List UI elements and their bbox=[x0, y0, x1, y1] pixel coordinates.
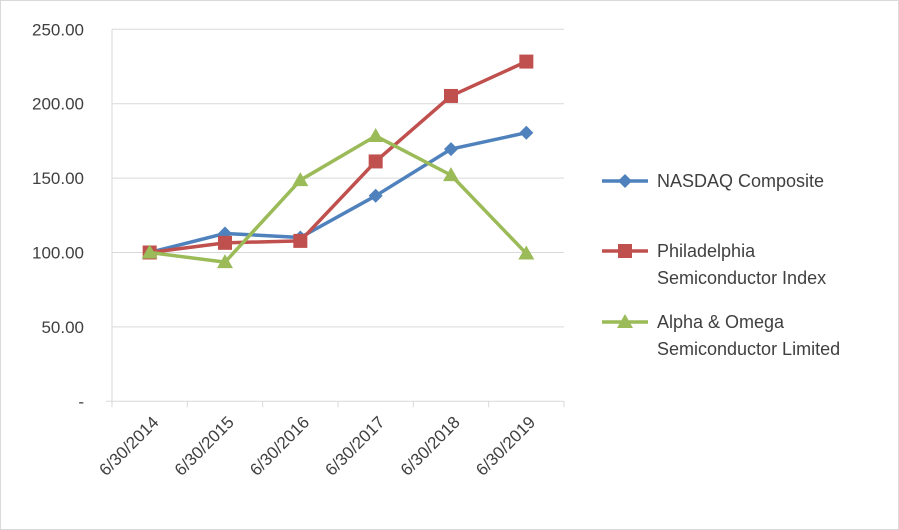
legend-label: Alpha & Omega bbox=[657, 312, 785, 332]
series-0 bbox=[142, 125, 534, 260]
y-tick-label: 250.00 bbox=[32, 20, 84, 39]
x-tick-label: 6/30/2016 bbox=[246, 413, 313, 480]
series-1 bbox=[142, 54, 534, 260]
data-point bbox=[444, 88, 458, 103]
series-line bbox=[149, 131, 527, 255]
series-line bbox=[149, 134, 528, 264]
x-tick-label: 6/30/2018 bbox=[397, 413, 464, 480]
y-tick-label: 50.00 bbox=[41, 318, 84, 337]
y-tick-label: 200.00 bbox=[32, 95, 84, 114]
data-point bbox=[518, 245, 535, 260]
legend-item: Philadelphia Semiconductor Index bbox=[602, 241, 826, 288]
y-tick-label: 100.00 bbox=[32, 244, 84, 263]
data-point bbox=[218, 235, 232, 250]
x-tick-label: 6/30/2019 bbox=[472, 413, 539, 480]
legend-marker bbox=[617, 314, 633, 328]
data-point bbox=[368, 154, 383, 169]
data-point bbox=[141, 244, 158, 259]
series-2 bbox=[141, 127, 535, 269]
legend-marker bbox=[618, 244, 632, 258]
x-tick-label: 6/30/2017 bbox=[322, 413, 389, 480]
legend-label: Semiconductor Limited bbox=[657, 339, 840, 359]
legend-item: Alpha & Omega Semiconductor Limited bbox=[602, 312, 840, 359]
data-point bbox=[368, 188, 383, 203]
data-point bbox=[443, 167, 459, 182]
legend-item: NASDAQ Composite bbox=[602, 171, 824, 191]
data-point bbox=[444, 142, 458, 157]
y-tick-label: - bbox=[78, 392, 84, 411]
data-point bbox=[519, 125, 534, 140]
legend-label: Philadelphia bbox=[657, 241, 756, 261]
data-point bbox=[217, 254, 233, 269]
data-point bbox=[293, 233, 308, 248]
series-line bbox=[149, 59, 528, 255]
x-tick-label: 6/30/2014 bbox=[96, 413, 163, 480]
legend-marker bbox=[618, 174, 632, 188]
y-tick-label: 150.00 bbox=[32, 169, 84, 188]
legend-label: Semiconductor Index bbox=[657, 268, 826, 288]
legend-label: NASDAQ Composite bbox=[657, 171, 824, 191]
x-tick-label: 6/30/2015 bbox=[171, 413, 238, 480]
data-point bbox=[519, 54, 534, 69]
data-point bbox=[292, 172, 309, 187]
data-point bbox=[367, 127, 384, 142]
